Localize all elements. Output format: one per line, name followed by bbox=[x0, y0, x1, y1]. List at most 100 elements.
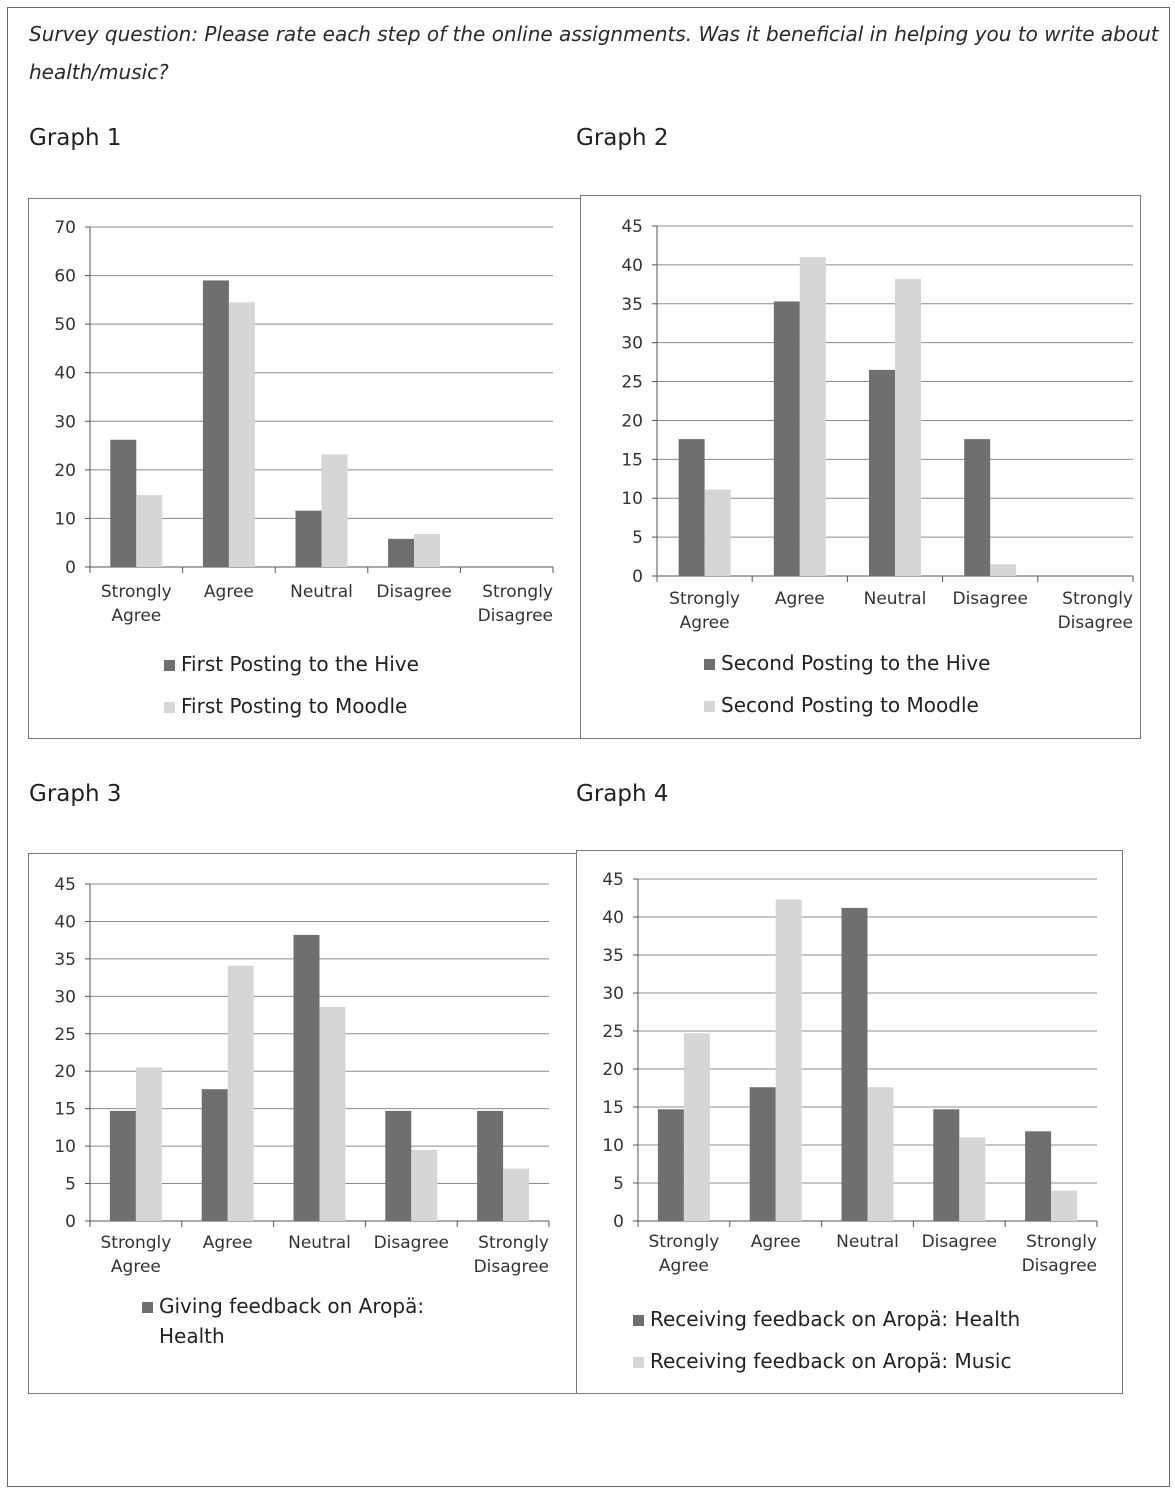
y-tick-label: 25 bbox=[621, 373, 643, 393]
y-tick-label: 40 bbox=[54, 364, 76, 384]
y-tick-label: 5 bbox=[65, 1175, 76, 1195]
y-tick-label: 15 bbox=[621, 450, 643, 470]
chart-1-legend: First Posting to the Hive First Posting t… bbox=[164, 649, 419, 733]
y-tick-label: 50 bbox=[54, 315, 76, 335]
bar-2-1 bbox=[136, 495, 163, 567]
legend-swatch bbox=[704, 659, 715, 670]
y-tick-label: 35 bbox=[621, 295, 643, 315]
y-tick-label: 25 bbox=[54, 1025, 76, 1045]
x-tick-label: Disagree bbox=[376, 582, 451, 602]
y-tick-label: 40 bbox=[54, 912, 76, 932]
legend-swatch bbox=[633, 1357, 644, 1368]
y-tick-label: 15 bbox=[54, 1100, 76, 1120]
bar-1-4 bbox=[933, 1109, 960, 1221]
bar-2-4 bbox=[411, 1149, 438, 1221]
y-tick-label: 30 bbox=[54, 412, 76, 432]
legend-label: Receiving feedback on Aropä: Music bbox=[650, 1349, 1012, 1373]
bar-1-1 bbox=[678, 439, 705, 576]
chart-4-legend: Receiving feedback on Aropä: Health Recei… bbox=[633, 1304, 1020, 1388]
x-tick-label: Neutral bbox=[290, 582, 353, 602]
page-frame bbox=[7, 7, 1170, 1487]
legend-item: Second Posting to Moodle bbox=[704, 690, 990, 732]
bar-2-1 bbox=[135, 1067, 162, 1221]
y-tick-label: 45 bbox=[602, 870, 624, 890]
y-tick-label: 30 bbox=[621, 334, 643, 354]
legend-label: Giving feedback on Aropä: Health bbox=[159, 1294, 425, 1348]
bar-1-5 bbox=[1025, 1131, 1052, 1221]
x-tick-label: Strongly Agree bbox=[648, 1232, 719, 1276]
bar-1-2 bbox=[773, 301, 800, 576]
chart-2: 0 5 10 15 20 25 30 35 40 45 Strongly Agree Agree Neut… bbox=[621, 217, 1134, 633]
y-tick-label: 10 bbox=[54, 509, 76, 529]
y-tick-label: 20 bbox=[602, 1060, 624, 1080]
graph-2-title: Graph 2 bbox=[576, 125, 669, 151]
y-tick-label: 40 bbox=[602, 908, 624, 928]
legend-label: Receiving feedback on Aropä: Health bbox=[650, 1307, 1021, 1331]
legend-swatch bbox=[164, 660, 175, 671]
bar-2-4 bbox=[990, 564, 1017, 576]
bar-2-4 bbox=[414, 533, 441, 567]
x-tick-label: Strongly Disagree bbox=[478, 582, 553, 626]
x-tick-label: Strongly Agree bbox=[669, 589, 740, 633]
legend-item: First Posting to the Hive bbox=[164, 649, 419, 691]
bar-2-5 bbox=[1051, 1190, 1078, 1221]
y-tick-label: 15 bbox=[602, 1098, 624, 1118]
bar-1-5 bbox=[477, 1110, 504, 1221]
bar-2-3 bbox=[895, 278, 921, 576]
x-tick-label: Agree bbox=[751, 1232, 801, 1252]
y-tick-label: 35 bbox=[54, 950, 76, 970]
y-tick-label: 20 bbox=[621, 411, 643, 431]
bar-2-2 bbox=[228, 302, 255, 567]
legend-item: First Posting to Moodle bbox=[164, 691, 419, 733]
legend-swatch bbox=[633, 1315, 644, 1326]
chart-4: 0 5 10 15 20 25 30 35 40 45 Strongly Agree Agree Neut… bbox=[602, 870, 1098, 1276]
chart-2-legend: Second Posting to the Hive Second Posting… bbox=[704, 648, 990, 732]
bar-1-4 bbox=[964, 439, 991, 576]
bar-2-2 bbox=[799, 257, 826, 576]
y-tick-label: 30 bbox=[54, 987, 76, 1007]
bar-1-1 bbox=[109, 1110, 136, 1221]
y-tick-label: 0 bbox=[613, 1212, 624, 1232]
x-tick-label: Strongly Agree bbox=[101, 582, 172, 626]
x-tick-label: Strongly Agree bbox=[100, 1233, 171, 1277]
chart-3: 0 5 10 15 20 25 30 35 40 45 Strongly Agree Agree Neut… bbox=[54, 875, 550, 1277]
y-tick-label: 30 bbox=[602, 984, 624, 1004]
y-tick-label: 0 bbox=[632, 567, 643, 587]
bar-1-2 bbox=[201, 1089, 228, 1221]
x-tick-label: Strongly Disagree bbox=[474, 1233, 549, 1277]
y-tick-label: 0 bbox=[65, 1212, 76, 1232]
y-tick-label: 5 bbox=[613, 1174, 624, 1194]
y-tick-label: 10 bbox=[54, 1137, 76, 1157]
y-tick-label: 25 bbox=[602, 1022, 624, 1042]
bar-1-1 bbox=[110, 439, 137, 567]
bar-2-2 bbox=[227, 965, 254, 1221]
legend-item: Receiving feedback on Aropä: Health bbox=[633, 1304, 1020, 1346]
y-tick-label: 40 bbox=[621, 256, 643, 276]
x-tick-label: Neutral bbox=[836, 1232, 899, 1252]
x-tick-label: Agree bbox=[204, 582, 254, 602]
bar-1-3 bbox=[841, 907, 868, 1221]
bar-2-3 bbox=[867, 1087, 894, 1221]
chart-panel-1: 0 10 20 30 40 50 60 70 Strongly Agree Agree Neutral… bbox=[28, 198, 581, 739]
legend-item: Receiving feedback on Aropä: Music bbox=[633, 1346, 1020, 1388]
bar-1-4 bbox=[385, 1110, 412, 1221]
y-tick-label: 45 bbox=[54, 875, 76, 895]
bar-2-5 bbox=[503, 1168, 530, 1221]
y-tick-label: 70 bbox=[54, 218, 76, 238]
chart-panel-3: 0 5 10 15 20 25 30 35 40 45 Strongly Agree Agree Neut… bbox=[28, 853, 578, 1394]
x-tick-label: Agree bbox=[203, 1233, 253, 1253]
bar-1-1 bbox=[657, 1109, 684, 1221]
legend-label: Second Posting to the Hive bbox=[721, 651, 991, 675]
legend-swatch bbox=[704, 701, 715, 712]
legend-item: Second Posting to the Hive bbox=[704, 648, 990, 690]
legend-swatch bbox=[142, 1302, 153, 1313]
bar-2-1 bbox=[704, 489, 731, 576]
chart-1: 0 10 20 30 40 50 60 70 Strongly Agree Agree Neutral… bbox=[54, 218, 554, 626]
x-tick-label: Strongly Disagree bbox=[1058, 589, 1133, 633]
x-tick-label: Agree bbox=[775, 589, 825, 609]
x-tick-label: Neutral bbox=[288, 1233, 351, 1253]
y-tick-label: 10 bbox=[602, 1136, 624, 1156]
legend-label: First Posting to the Hive bbox=[181, 652, 419, 676]
bar-1-4 bbox=[388, 538, 415, 567]
x-tick-label: Disagree bbox=[922, 1232, 997, 1252]
